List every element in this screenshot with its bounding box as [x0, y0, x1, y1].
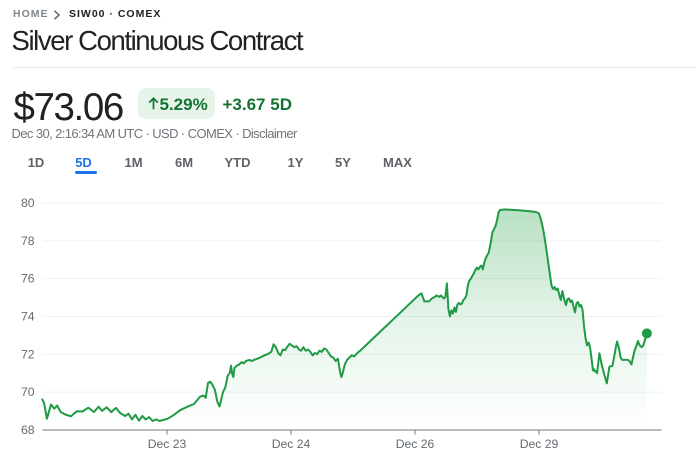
svg-text:76: 76 — [21, 272, 35, 286]
svg-text:74: 74 — [21, 310, 35, 324]
svg-text:72: 72 — [21, 347, 35, 361]
svg-text:68: 68 — [21, 423, 35, 437]
svg-text:Dec 29: Dec 29 — [520, 437, 559, 451]
svg-text:Dec 23: Dec 23 — [148, 437, 187, 451]
svg-text:Dec 24: Dec 24 — [272, 437, 311, 451]
svg-text:70: 70 — [21, 385, 35, 399]
svg-text:Dec 26: Dec 26 — [396, 437, 435, 451]
svg-text:80: 80 — [21, 196, 35, 210]
svg-text:78: 78 — [21, 234, 35, 248]
